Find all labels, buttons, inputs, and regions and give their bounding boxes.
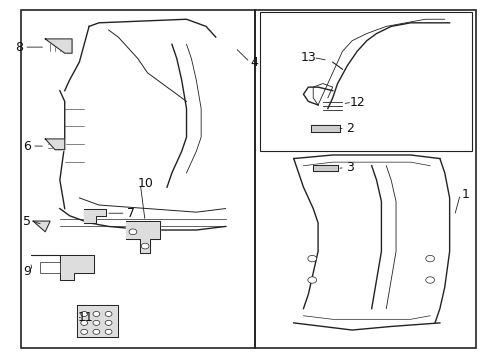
Polygon shape [77, 305, 118, 337]
Circle shape [81, 320, 88, 325]
Polygon shape [45, 39, 72, 53]
Text: 10: 10 [137, 177, 153, 190]
Bar [260, 12, 471, 152]
Circle shape [141, 243, 149, 249]
Circle shape [93, 329, 100, 334]
Bar [40, 262, 60, 273]
Text: 1: 1 [461, 188, 469, 201]
Text: 12: 12 [349, 96, 365, 109]
Text: 7: 7 [126, 207, 134, 220]
Polygon shape [45, 139, 65, 150]
Circle shape [81, 329, 88, 334]
Bar [255, 10, 476, 348]
Circle shape [426, 255, 435, 262]
Circle shape [105, 329, 112, 334]
Polygon shape [33, 221, 50, 232]
Circle shape [93, 311, 100, 316]
Text: 2: 2 [346, 122, 354, 135]
Circle shape [105, 320, 112, 325]
Circle shape [129, 229, 137, 235]
Text: 4: 4 [251, 55, 259, 69]
Circle shape [426, 277, 435, 283]
Text: 11: 11 [77, 311, 93, 324]
Circle shape [105, 311, 112, 316]
Bar [21, 10, 255, 348]
Polygon shape [84, 208, 106, 223]
Text: 9: 9 [23, 265, 31, 278]
Text: 6: 6 [23, 140, 31, 153]
Circle shape [81, 311, 88, 316]
Polygon shape [125, 221, 160, 253]
Polygon shape [311, 125, 340, 132]
Text: 5: 5 [23, 215, 31, 228]
Text: 3: 3 [346, 161, 354, 174]
Circle shape [93, 320, 100, 325]
Polygon shape [313, 165, 338, 171]
Text: 13: 13 [300, 51, 316, 64]
Circle shape [308, 277, 317, 283]
Polygon shape [30, 255, 94, 280]
Text: 8: 8 [15, 41, 24, 54]
Circle shape [308, 255, 317, 262]
